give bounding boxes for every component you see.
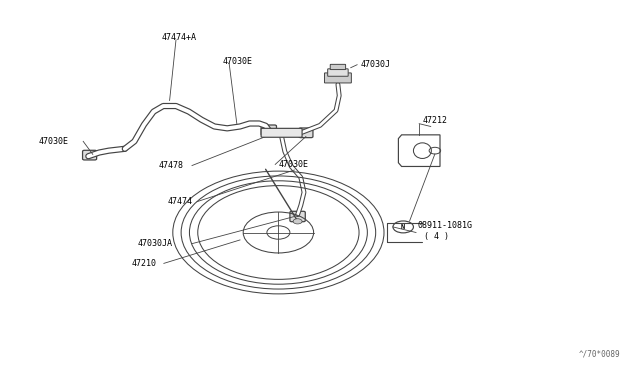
FancyBboxPatch shape (261, 128, 302, 137)
Text: 47474+A: 47474+A (161, 33, 196, 42)
FancyBboxPatch shape (330, 64, 346, 70)
Text: 47030E: 47030E (223, 57, 253, 65)
Text: ( 4 ): ( 4 ) (424, 232, 449, 241)
Text: ^/70*0089: ^/70*0089 (579, 350, 621, 359)
FancyBboxPatch shape (324, 73, 351, 83)
Text: 08911-1081G: 08911-1081G (417, 221, 472, 230)
FancyBboxPatch shape (328, 69, 348, 76)
Text: 47474: 47474 (168, 197, 193, 206)
Text: 47030E: 47030E (38, 137, 68, 146)
Text: 47210: 47210 (131, 259, 156, 268)
FancyBboxPatch shape (299, 128, 313, 138)
Text: 47212: 47212 (422, 116, 447, 125)
Text: N: N (401, 224, 405, 230)
Text: 47478: 47478 (159, 161, 184, 170)
Text: 47030JA: 47030JA (138, 239, 173, 248)
Circle shape (293, 219, 302, 224)
Text: 47030J: 47030J (360, 60, 390, 69)
Text: 47030E: 47030E (278, 160, 308, 169)
FancyBboxPatch shape (83, 150, 97, 160)
FancyBboxPatch shape (261, 125, 276, 135)
FancyBboxPatch shape (290, 211, 305, 222)
